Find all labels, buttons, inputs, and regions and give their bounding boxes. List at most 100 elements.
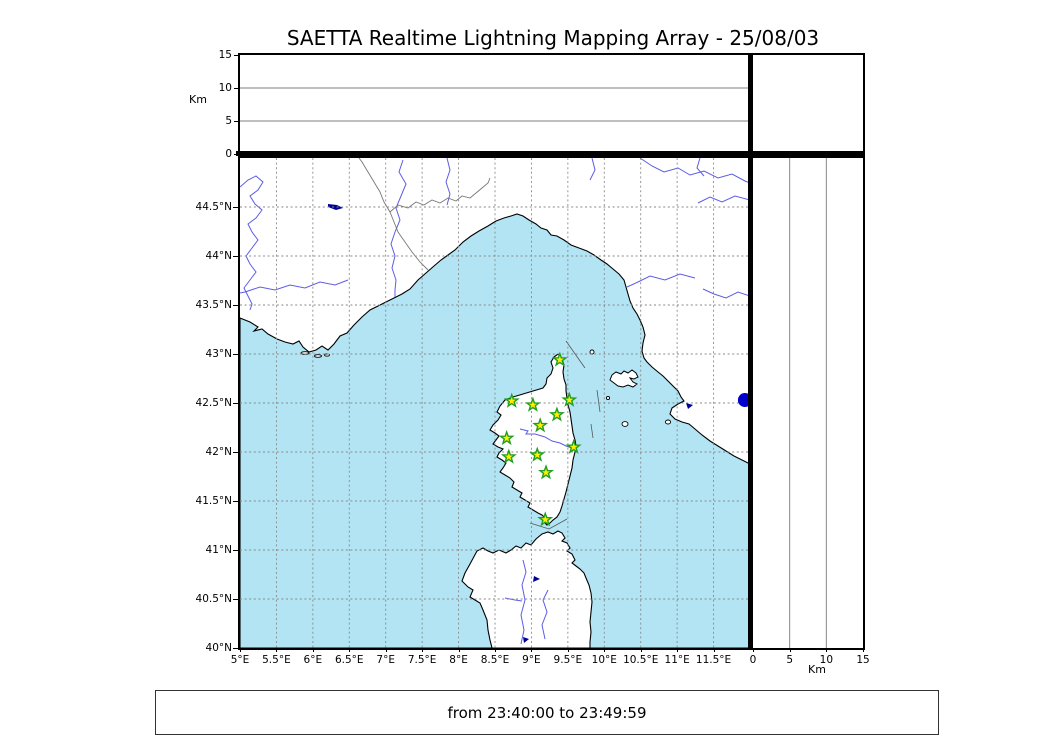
lon-tick-label: 8.5°E bbox=[480, 654, 510, 666]
rivers bbox=[240, 158, 750, 645]
lon-tick-label: 8°E bbox=[449, 654, 468, 666]
small-islands bbox=[300, 349, 672, 427]
river bbox=[626, 273, 696, 288]
lightning-sources-layer bbox=[737, 393, 750, 408]
lat-tick-label: 41.5°N bbox=[195, 495, 232, 507]
islet bbox=[605, 395, 611, 401]
stations-layer bbox=[498, 351, 582, 527]
lon-tick-mark bbox=[422, 648, 424, 652]
river bbox=[520, 559, 527, 645]
map-svg bbox=[240, 158, 750, 648]
lon-tick-label: 5.5°E bbox=[262, 654, 291, 666]
station-star bbox=[524, 396, 541, 412]
altitude-tick-label-left: 15 bbox=[218, 49, 232, 61]
lon-tick-label: 10°E bbox=[591, 654, 617, 666]
lat-tick-label: 42.5°N bbox=[195, 397, 232, 409]
station-star bbox=[551, 351, 568, 367]
lat-tick-mark bbox=[233, 550, 238, 551]
altitude-tick-label-bottom: 0 bbox=[749, 654, 757, 666]
lon-tick-label: 10.5°E bbox=[623, 654, 659, 666]
lake bbox=[686, 403, 693, 409]
lon-tick-label: 11.5°E bbox=[695, 654, 732, 666]
track-line bbox=[590, 423, 594, 439]
lon-tick-label: 7°E bbox=[376, 654, 395, 666]
altitude-longitude-plot bbox=[240, 87, 750, 122]
lat-tick-label: 44.5°N bbox=[195, 201, 232, 213]
sardinia-island bbox=[461, 530, 593, 648]
lat-tick-mark bbox=[233, 452, 238, 453]
thick-vertical-divider bbox=[748, 53, 753, 650]
lon-tick-mark bbox=[349, 648, 351, 652]
lat-tick-mark bbox=[233, 305, 238, 306]
altitude-tick-mark-left bbox=[234, 88, 238, 89]
lon-tick-mark bbox=[458, 648, 460, 652]
lon-tick-mark bbox=[240, 648, 241, 652]
altitude-tick-mark-bottom bbox=[863, 648, 864, 652]
station-star bbox=[500, 448, 517, 464]
river bbox=[519, 428, 573, 449]
giglio-island bbox=[664, 419, 672, 425]
altitude-axis-label-left: Km bbox=[189, 93, 207, 106]
lake bbox=[533, 576, 540, 582]
thick-horizontal-divider bbox=[236, 151, 865, 156]
altitude-latitude-panel bbox=[751, 156, 865, 650]
station-star bbox=[529, 446, 546, 462]
lake bbox=[523, 637, 529, 643]
track-line bbox=[565, 340, 586, 369]
lon-tick-mark bbox=[640, 648, 642, 652]
lat-tick-mark bbox=[233, 256, 238, 257]
lightning-source-dot bbox=[737, 393, 750, 408]
page-title: SAETTA Realtime Lightning Mapping Array … bbox=[286, 26, 820, 50]
river bbox=[639, 158, 750, 184]
lon-tick-mark bbox=[312, 648, 314, 652]
pianosa-island bbox=[621, 421, 629, 427]
station-star bbox=[498, 429, 515, 446]
time-range-text: from 23:40:00 to 23:49:59 bbox=[447, 703, 647, 722]
station-star bbox=[538, 464, 554, 480]
lat-tick-label: 43.5°N bbox=[195, 299, 232, 311]
lat-tick-mark bbox=[233, 501, 238, 502]
station-star bbox=[532, 417, 549, 433]
river bbox=[541, 589, 549, 640]
lat-tick-label: 41°N bbox=[205, 544, 232, 556]
river bbox=[697, 195, 750, 204]
lon-tick-label: 5°E bbox=[230, 654, 250, 666]
lon-tick-label: 6.5°E bbox=[334, 654, 364, 666]
station-star bbox=[548, 406, 565, 422]
altitude-tick-label-bottom: 15 bbox=[856, 654, 870, 666]
bonifacio-strait-line bbox=[529, 518, 568, 530]
lat-tick-label: 42°N bbox=[205, 446, 232, 458]
altitude-axis-label-right: Km bbox=[808, 663, 826, 676]
river bbox=[240, 279, 349, 294]
lon-tick-label: 6°E bbox=[303, 654, 323, 666]
altitude-tick-label-left: 10 bbox=[218, 82, 232, 94]
lon-tick-label: 9.5°E bbox=[553, 654, 583, 666]
track-lines bbox=[529, 340, 601, 530]
lon-tick-label: 11°E bbox=[664, 654, 690, 666]
lon-tick-mark bbox=[567, 648, 569, 652]
altitude-tick-mark-left bbox=[234, 154, 238, 155]
lat-tick-mark bbox=[233, 207, 238, 208]
station-star bbox=[565, 438, 582, 454]
lon-tick-mark bbox=[385, 648, 387, 652]
river bbox=[589, 158, 596, 181]
lat-tick-mark bbox=[233, 354, 238, 355]
lat-tick-label: 40°N bbox=[205, 642, 232, 654]
lake bbox=[328, 204, 343, 210]
altitude-tick-label-bottom: 10 bbox=[819, 654, 834, 666]
hyeres-island bbox=[314, 354, 322, 358]
corner-panel bbox=[751, 53, 865, 156]
altitude-tick-label-left: 5 bbox=[225, 115, 232, 127]
altitude-tick-label-bottom: 5 bbox=[786, 654, 793, 666]
country-borders bbox=[358, 158, 491, 271]
lat-tick-label: 40.5°N bbox=[195, 593, 232, 605]
lon-tick-mark bbox=[713, 648, 715, 652]
lon-tick-label: 9°E bbox=[522, 654, 541, 666]
track-line bbox=[596, 389, 601, 413]
lon-tick-mark bbox=[604, 648, 606, 652]
river bbox=[390, 159, 407, 297]
station-star bbox=[561, 391, 578, 407]
lat-tick-mark bbox=[233, 599, 238, 600]
map-panel bbox=[238, 156, 752, 650]
lon-tick-mark bbox=[531, 648, 533, 652]
